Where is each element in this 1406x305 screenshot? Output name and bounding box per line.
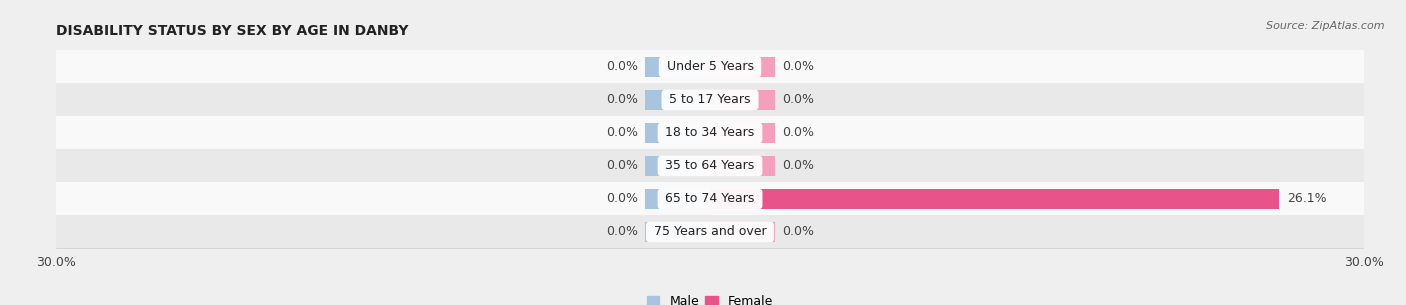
Bar xyxy=(710,156,776,176)
Text: 26.1%: 26.1% xyxy=(1288,192,1327,206)
Bar xyxy=(644,57,710,77)
Text: Under 5 Years: Under 5 Years xyxy=(662,60,758,74)
Legend: Male, Female: Male, Female xyxy=(647,295,773,305)
Bar xyxy=(56,50,1364,84)
Bar xyxy=(56,182,1364,215)
Bar xyxy=(710,90,776,110)
Text: Source: ZipAtlas.com: Source: ZipAtlas.com xyxy=(1267,21,1385,31)
Text: 65 to 74 Years: 65 to 74 Years xyxy=(661,192,759,206)
Text: 5 to 17 Years: 5 to 17 Years xyxy=(665,93,755,106)
Text: 0.0%: 0.0% xyxy=(782,160,814,172)
Text: 0.0%: 0.0% xyxy=(782,127,814,139)
Text: 0.0%: 0.0% xyxy=(782,225,814,239)
Text: 0.0%: 0.0% xyxy=(606,60,638,74)
Text: 18 to 34 Years: 18 to 34 Years xyxy=(661,127,759,139)
Text: 35 to 64 Years: 35 to 64 Years xyxy=(661,160,759,172)
Bar xyxy=(644,222,710,242)
Bar xyxy=(710,57,776,77)
Bar xyxy=(710,222,776,242)
Text: 0.0%: 0.0% xyxy=(606,127,638,139)
Text: 0.0%: 0.0% xyxy=(606,192,638,206)
Bar xyxy=(56,84,1364,117)
Text: 0.0%: 0.0% xyxy=(606,160,638,172)
Bar xyxy=(644,156,710,176)
Bar xyxy=(644,90,710,110)
Text: 0.0%: 0.0% xyxy=(782,60,814,74)
Bar xyxy=(56,117,1364,149)
Bar xyxy=(710,189,1279,209)
Bar xyxy=(644,123,710,143)
Bar xyxy=(56,149,1364,182)
Bar xyxy=(56,215,1364,249)
Bar xyxy=(644,189,710,209)
Text: DISABILITY STATUS BY SEX BY AGE IN DANBY: DISABILITY STATUS BY SEX BY AGE IN DANBY xyxy=(56,24,409,38)
Text: 75 Years and over: 75 Years and over xyxy=(650,225,770,239)
Text: 0.0%: 0.0% xyxy=(606,93,638,106)
Text: 0.0%: 0.0% xyxy=(606,225,638,239)
Bar xyxy=(710,123,776,143)
Text: 0.0%: 0.0% xyxy=(782,93,814,106)
